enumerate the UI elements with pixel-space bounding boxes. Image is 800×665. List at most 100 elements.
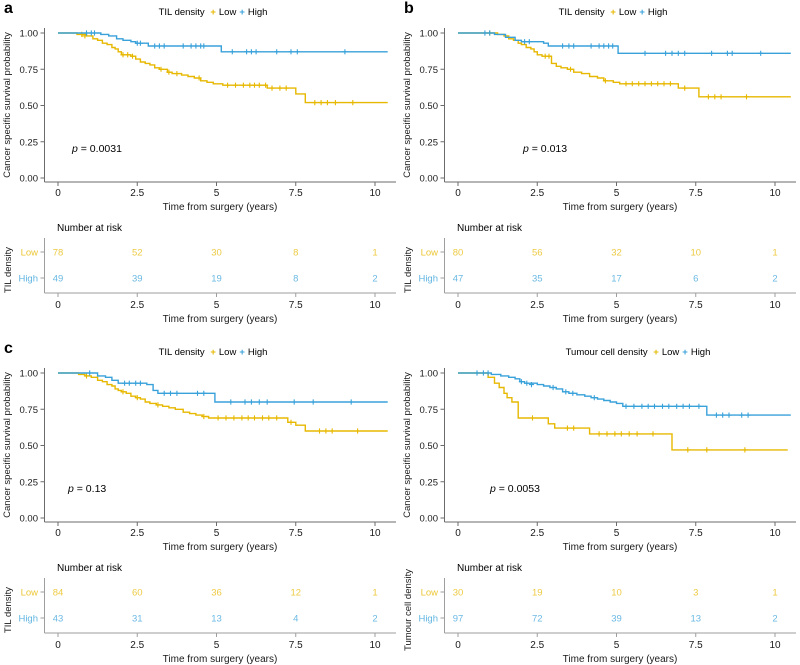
legend-item-label: High xyxy=(248,7,268,18)
legend-censor-icon: + xyxy=(653,347,659,358)
legend-censor-icon: + xyxy=(239,347,245,358)
risk-x-tick-label: 5 xyxy=(614,300,620,311)
x-tick-label: 2.5 xyxy=(130,528,144,539)
risk-count: 1 xyxy=(772,248,777,259)
x-tick-label: 5 xyxy=(614,528,620,539)
y-tick-label: 0.50 xyxy=(20,441,39,452)
censor-marks-high xyxy=(83,30,348,55)
risk-group-label: TIL density xyxy=(3,587,14,633)
risk-x-tick-label: 5 xyxy=(614,640,620,651)
legend-item-label: High xyxy=(691,347,711,358)
x-axis-title: Time from surgery (years) xyxy=(563,542,678,553)
risk-row-label-low: Low xyxy=(421,248,439,259)
risk-count: 13 xyxy=(211,614,222,625)
x-tick-label: 0 xyxy=(55,528,61,539)
risk-count: 12 xyxy=(290,588,301,599)
risk-x-tick-label: 5 xyxy=(214,300,220,311)
legend-censor-icon: + xyxy=(639,7,645,18)
risk-row-label-high: High xyxy=(418,274,438,285)
risk-count: 35 xyxy=(532,274,543,285)
censor-marks-high xyxy=(474,370,751,418)
legend: TIL density + Low + High xyxy=(559,7,668,18)
km-plot: Cancer specific survival probability 0.00… xyxy=(2,7,396,213)
risk-x-axis-title: Time from surgery (years) xyxy=(563,314,678,325)
legend-title: TIL density xyxy=(159,7,208,18)
risk-row-label-high: High xyxy=(18,274,38,285)
y-axis-title: Cancer specific survival probability xyxy=(2,372,13,518)
y-tick-label: 0.25 xyxy=(420,477,439,488)
y-tick-label: 0.00 xyxy=(20,174,39,185)
legend-censor-icon: + xyxy=(239,7,245,18)
risk-row-label-high: High xyxy=(418,614,438,625)
km-plot: Cancer specific survival probability 0.00… xyxy=(402,347,796,553)
risk-x-tick-label: 5 xyxy=(214,640,220,651)
risk-count: 2 xyxy=(372,274,377,285)
p-value-symbol: p xyxy=(489,483,496,495)
survival-curve-low xyxy=(458,372,788,451)
risk-x-axis-title: Time from surgery (years) xyxy=(163,654,278,665)
legend-censor-icon: + xyxy=(682,347,688,358)
survival-curve-high xyxy=(458,372,791,416)
p-value-number: = 0.013 xyxy=(529,143,567,155)
legend-censor-icon: + xyxy=(610,7,616,18)
legend-censor-icon: + xyxy=(210,347,216,358)
y-axis-title: Cancer specific survival probability xyxy=(2,32,13,178)
p-value: p = 0.013 xyxy=(522,143,567,155)
y-tick-label: 0.50 xyxy=(420,101,439,112)
panel-letter-b: b xyxy=(404,0,414,17)
risk-x-tick-label: 7.5 xyxy=(689,640,703,651)
p-value: p = 0.0053 xyxy=(489,483,540,495)
legend-item-label: Low xyxy=(219,7,237,18)
x-tick-label: 10 xyxy=(369,188,381,199)
survival-curve-high xyxy=(58,372,388,403)
censor-marks-high xyxy=(482,30,764,56)
x-axis-title: Time from surgery (years) xyxy=(163,542,278,553)
legend-title: TIL density xyxy=(159,347,208,358)
risk-count: 19 xyxy=(532,588,543,599)
y-tick-label: 0.75 xyxy=(420,405,439,416)
p-value: p = 0.0031 xyxy=(71,143,122,155)
risk-count: 43 xyxy=(53,614,64,625)
y-tick-label: 1.00 xyxy=(420,29,439,40)
risk-x-tick-label: 7.5 xyxy=(289,640,303,651)
p-value-symbol: p xyxy=(71,143,78,155)
legend: TIL density + Low + High xyxy=(159,347,268,358)
risk-row-label-low: Low xyxy=(21,588,39,599)
y-tick-label: 0.75 xyxy=(420,65,439,76)
y-tick-label: 0.00 xyxy=(420,514,439,525)
panel-letter-a: a xyxy=(4,0,13,17)
y-tick-label: 1.00 xyxy=(420,369,439,380)
x-axis-title: Time from surgery (years) xyxy=(163,202,278,213)
risk-count: 84 xyxy=(53,588,64,599)
risk-x-tick-label: 2.5 xyxy=(130,300,144,311)
risk-x-tick-label: 0 xyxy=(55,300,61,311)
risk-count: 2 xyxy=(772,274,777,285)
risk-x-tick-label: 0 xyxy=(455,300,461,311)
x-tick-label: 5 xyxy=(214,528,220,539)
censor-marks-low xyxy=(529,415,748,453)
censor-marks-high xyxy=(87,370,354,405)
risk-group-label: TIL density xyxy=(403,247,414,293)
risk-count: 17 xyxy=(611,274,622,285)
y-tick-label: 0.25 xyxy=(20,477,39,488)
risk-row-label-low: Low xyxy=(21,248,39,259)
risk-count: 80 xyxy=(453,248,464,259)
risk-x-tick-label: 10 xyxy=(369,640,381,651)
risk-count: 97 xyxy=(453,614,464,625)
p-value-number: = 0.0053 xyxy=(496,483,540,495)
risk-count: 8 xyxy=(293,248,298,259)
risk-table-title: Number at risk xyxy=(457,563,523,574)
panel-letter-c: c xyxy=(4,340,13,357)
risk-count: 2 xyxy=(372,614,377,625)
x-tick-label: 2.5 xyxy=(530,528,544,539)
x-tick-label: 10 xyxy=(769,188,781,199)
survival-curve-low xyxy=(58,32,388,104)
legend-item-label: Low xyxy=(219,347,237,358)
panel-c: c Cancer specific survival probability 0.… xyxy=(0,340,400,665)
legend-title: Tumour cell density xyxy=(566,347,651,358)
x-tick-label: 0 xyxy=(55,188,61,199)
risk-x-tick-label: 0 xyxy=(55,640,61,651)
risk-x-tick-label: 10 xyxy=(369,300,381,311)
x-tick-label: 7.5 xyxy=(689,188,703,199)
